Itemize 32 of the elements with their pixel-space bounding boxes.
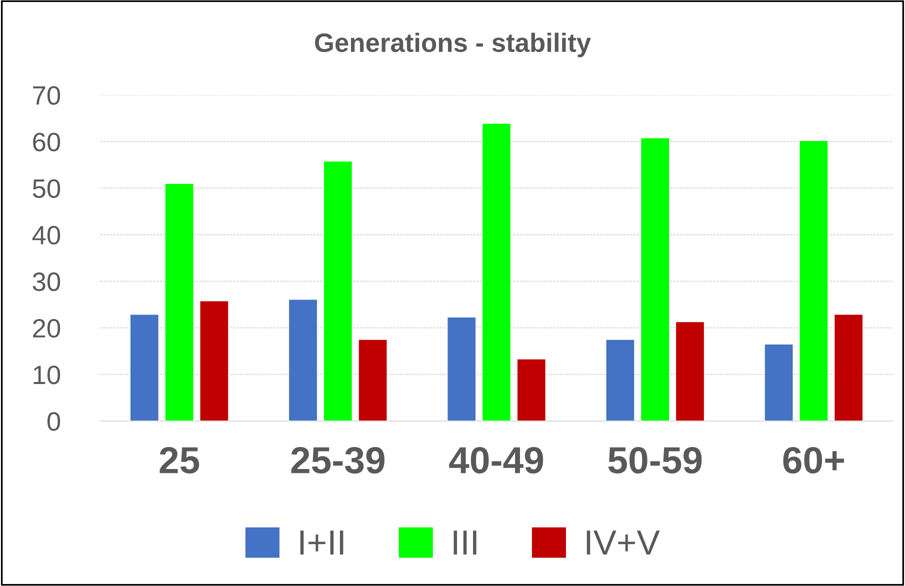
y-tick-label: 30 [32,272,60,292]
bar [799,140,828,421]
chart-title: Generations - stability [315,32,591,58]
y-tick-label: 40 [32,226,60,245]
bar [606,339,635,421]
y-tick-label: 70 [33,86,60,105]
y-tick-label: 10 [34,366,60,384]
bar [200,300,229,421]
bar [446,316,476,421]
legend-label: I+II [300,530,344,554]
legend-label: IV+V [586,530,660,554]
y-tick-label: 20 [33,318,60,338]
bar [164,183,194,421]
y-tick-label: 50 [32,179,60,198]
x-tick-label: 60+ [783,446,844,474]
bar [130,314,160,421]
x-tick-label: 40-49 [449,446,544,474]
bar [358,339,388,421]
bar [482,123,512,421]
bar [675,321,705,421]
y-tick-label: 0 [47,412,60,431]
bar [516,358,546,421]
x-tick-label: 25-39 [291,446,384,474]
y-tick-label: 60 [33,132,60,152]
bar [288,299,318,421]
bar [764,344,794,421]
legend-label: III [454,530,476,554]
bar [323,160,353,421]
bar [640,137,670,421]
x-tick-label: 50-59 [608,446,702,474]
bar [834,314,864,421]
x-tick-label: 25 [160,446,200,474]
